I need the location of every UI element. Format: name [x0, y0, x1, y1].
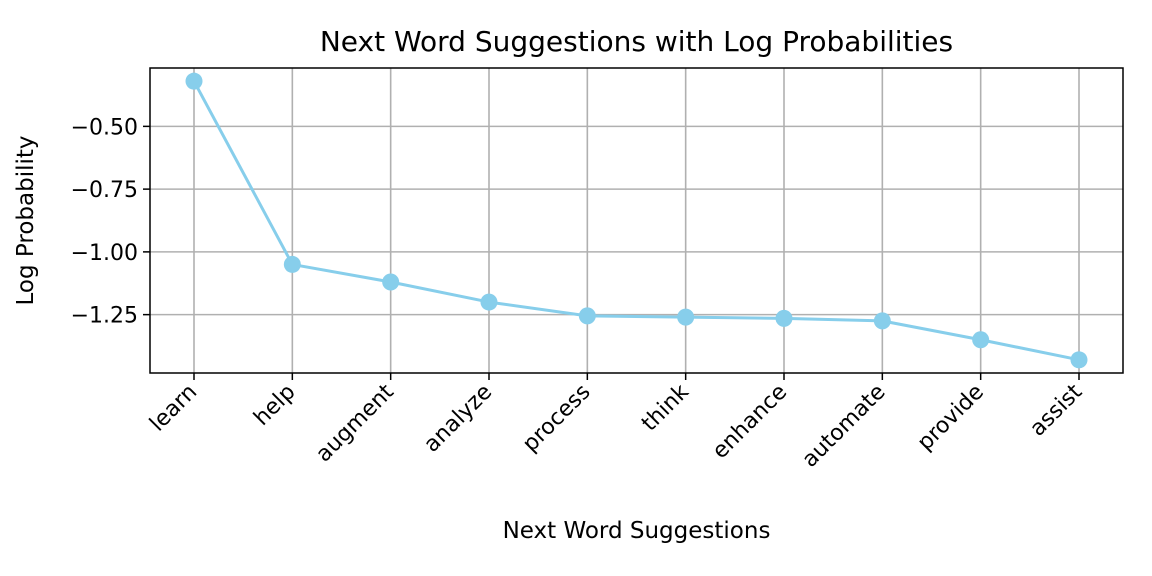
y-tick-label: −1.00 — [71, 241, 138, 266]
y-tick-label: −0.75 — [71, 178, 138, 203]
x-tick-label: automate — [798, 380, 891, 473]
data-point — [775, 309, 793, 327]
plot-area-frame — [149, 67, 1124, 374]
series-line — [192, 80, 1080, 362]
data-series — [185, 72, 1088, 369]
y-axis-label: Log Probability — [13, 136, 39, 306]
data-point — [972, 331, 990, 349]
data-point — [283, 255, 301, 273]
x-tick-label: help — [249, 380, 300, 431]
x-tick-label: learn — [145, 380, 202, 437]
y-tick-label: −1.25 — [71, 304, 138, 329]
x-tick-label: provide — [913, 380, 989, 456]
data-point — [578, 307, 596, 325]
axis-ticks: learn help augment analyze process think enhan… — [71, 115, 1088, 472]
y-tick-label: −0.50 — [71, 115, 138, 140]
x-axis-label: Next Word Suggestions — [503, 518, 771, 544]
data-point — [185, 72, 203, 90]
data-point — [677, 308, 695, 326]
x-tick-label: process — [518, 380, 595, 457]
data-point — [1070, 351, 1088, 369]
data-point — [873, 312, 891, 330]
grid-lines — [150, 68, 1123, 373]
x-tick-label: analyze — [419, 380, 497, 458]
x-tick-label: enhance — [708, 380, 792, 464]
x-tick-label: augment — [311, 379, 399, 467]
x-tick-label: think — [637, 379, 694, 436]
x-tick-label: assist — [1025, 379, 1087, 441]
chart-title: Next Word Suggestions with Log Probabili… — [320, 25, 953, 58]
data-point — [382, 273, 400, 291]
data-point — [480, 293, 498, 311]
